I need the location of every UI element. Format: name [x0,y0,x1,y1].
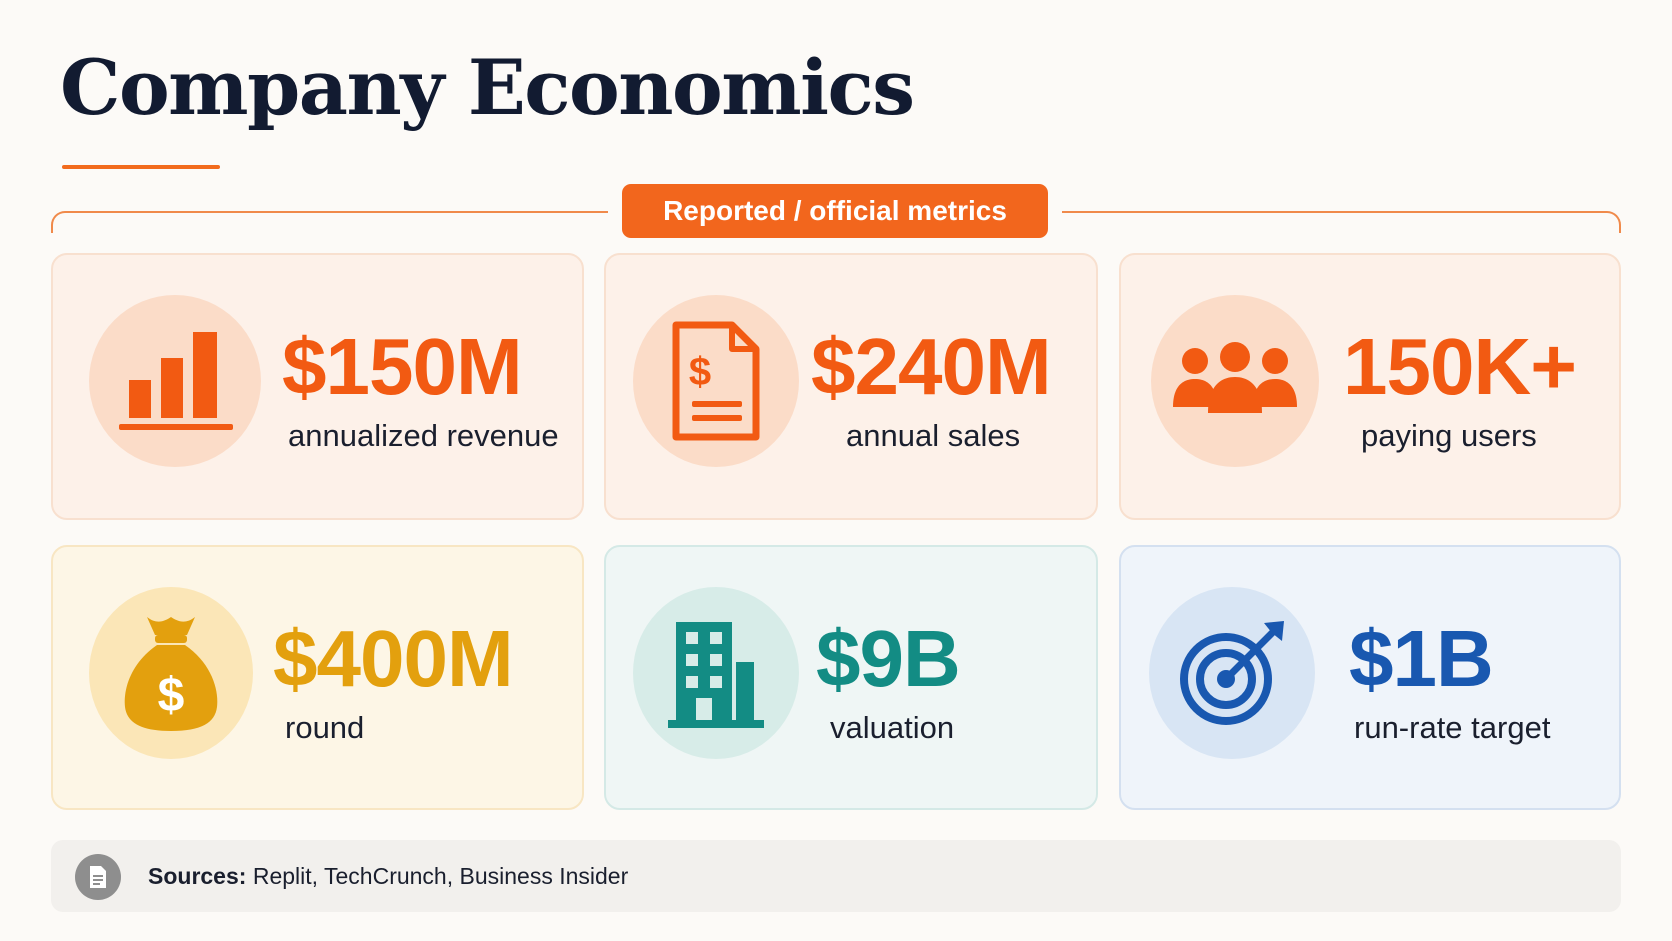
metric-card-revenue: $150M annualized revenue [51,253,584,520]
metric-card-round: $ $400M round [51,545,584,810]
document-icon [75,854,121,900]
metric-card-users: 150K+ paying users [1119,253,1621,520]
sources-label: Sources: [148,863,247,889]
metric-value: $150M [282,322,523,411]
users-group-icon [1173,342,1297,413]
invoice-dollar-icon: $ [672,321,760,441]
metric-card-sales: $ $240M annual sales [604,253,1098,520]
metric-value: $240M [811,322,1052,411]
title-underline [62,165,220,169]
metric-value: $400M [273,614,514,703]
metric-label: paying users [1361,418,1537,453]
metric-label: annualized revenue [288,418,559,453]
metric-value: 150K+ [1343,322,1577,411]
metric-label: round [285,710,365,745]
money-bag-icon-circle: $ [89,587,253,759]
metric-card-valuation: $9B valuation [604,545,1098,810]
metric-label: valuation [830,710,955,745]
users-icon-circle [1151,295,1319,467]
sources-list: Replit, TechCrunch, Business Insider [252,863,629,889]
metric-label: run-rate target [1354,710,1551,745]
target-arrow-icon [1180,621,1284,725]
building-icon-circle [633,587,799,759]
sources-text: Sources: Replit, TechCrunch, Business In… [148,863,628,890]
metric-value: $9B [816,614,961,703]
bar-chart-icon-circle [89,295,261,467]
money-bag-icon: $ [124,617,218,731]
invoice-icon-circle: $ [633,295,799,467]
bar-chart-icon [119,332,233,430]
office-building-icon [668,622,764,728]
metric-value: $1B [1349,614,1494,703]
page-title: Company Economics [60,43,915,132]
metric-card-target: $1B run-rate target [1119,545,1621,810]
sources-bar: Sources: Replit, TechCrunch, Business In… [51,840,1621,912]
metric-label: annual sales [846,418,1021,453]
svg-text:$: $ [158,669,185,722]
section-label: Reported / official metrics [622,184,1048,238]
svg-text:$: $ [689,350,711,394]
target-icon-circle [1149,587,1315,759]
